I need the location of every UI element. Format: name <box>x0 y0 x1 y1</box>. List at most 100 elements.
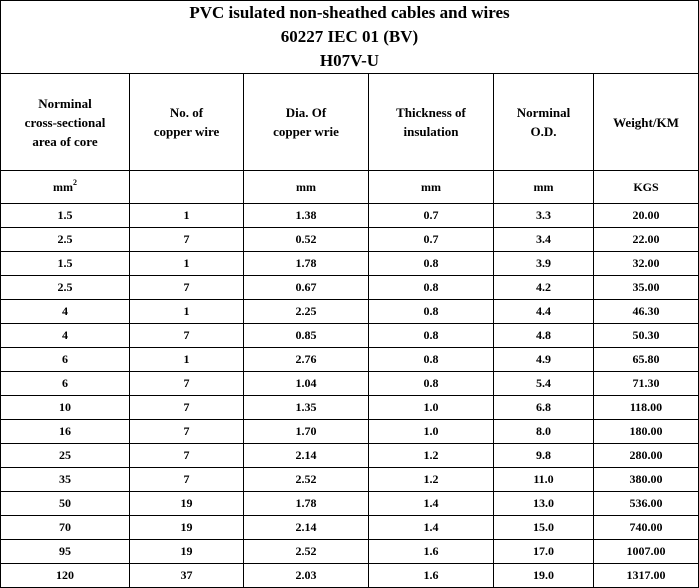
cell-wire-diameter: 0.85 <box>243 323 369 348</box>
cell-wire-diameter: 1.78 <box>243 251 369 276</box>
cell-weight: 380.00 <box>593 467 699 492</box>
cell-insulation-thickness: 1.6 <box>368 563 494 588</box>
cell-insulation-thickness: 0.8 <box>368 371 494 396</box>
cell-weight: 65.80 <box>593 347 699 372</box>
cell-wire-diameter: 1.78 <box>243 491 369 516</box>
header-copper-wire-count-line-1: No. of <box>169 105 204 120</box>
cell-outer-diameter: 3.4 <box>493 227 594 252</box>
cell-wire-diameter: 2.52 <box>243 539 369 564</box>
cell-insulation-thickness: 1.0 <box>368 395 494 420</box>
cell-outer-diameter: 3.9 <box>493 251 594 276</box>
title-line-1: PVC isulated non-sheathed cables and wir… <box>189 3 510 22</box>
table-row: 6 7 1.04 0.8 5.4 71.30 <box>0 371 699 396</box>
cell-copper-wire-count: 1 <box>129 203 244 228</box>
cell-copper-wire-count: 7 <box>129 323 244 348</box>
unit-wire-diameter: mm <box>243 170 369 204</box>
cell-copper-wire-count: 19 <box>129 491 244 516</box>
cell-weight: 280.00 <box>593 443 699 468</box>
cell-outer-diameter: 8.0 <box>493 419 594 444</box>
table-row: 35 7 2.52 1.2 11.0 380.00 <box>0 467 699 492</box>
cell-weight: 32.00 <box>593 251 699 276</box>
cell-wire-diameter: 0.67 <box>243 275 369 300</box>
cell-weight: 536.00 <box>593 491 699 516</box>
header-wire-diameter: Dia. Of copper wrie <box>243 73 369 171</box>
cell-cross-section: 70 <box>0 515 130 540</box>
table-row: 95 19 2.52 1.6 17.0 1007.00 <box>0 539 699 564</box>
cell-cross-section: 10 <box>0 395 130 420</box>
header-copper-wire-count: No. of copper wire <box>129 73 244 171</box>
title-row: PVC isulated non-sheathed cables and wir… <box>0 0 699 74</box>
cell-wire-diameter: 0.52 <box>243 227 369 252</box>
header-outer-diameter-line-1: Norminal <box>516 105 571 120</box>
cell-outer-diameter: 6.8 <box>493 395 594 420</box>
cell-outer-diameter: 4.2 <box>493 275 594 300</box>
cell-insulation-thickness: 1.2 <box>368 467 494 492</box>
table-row: 2.5 7 0.52 0.7 3.4 22.00 <box>0 227 699 252</box>
cell-wire-diameter: 1.04 <box>243 371 369 396</box>
table-row: 16 7 1.70 1.0 8.0 180.00 <box>0 419 699 444</box>
cell-cross-section: 16 <box>0 419 130 444</box>
cell-copper-wire-count: 19 <box>129 515 244 540</box>
cell-cross-section: 6 <box>0 371 130 396</box>
cell-weight: 1317.00 <box>593 563 699 588</box>
cell-insulation-thickness: 1.4 <box>368 515 494 540</box>
unit-weight: KGS <box>593 170 699 204</box>
unit-mm-base: mm <box>53 179 73 194</box>
cell-cross-section: 4 <box>0 323 130 348</box>
cell-weight: 118.00 <box>593 395 699 420</box>
cell-weight: 1007.00 <box>593 539 699 564</box>
table-title: PVC isulated non-sheathed cables and wir… <box>0 0 699 74</box>
cell-copper-wire-count: 7 <box>129 371 244 396</box>
table-row: 10 7 1.35 1.0 6.8 118.00 <box>0 395 699 420</box>
cell-insulation-thickness: 0.8 <box>368 299 494 324</box>
cell-copper-wire-count: 7 <box>129 275 244 300</box>
cell-insulation-thickness: 0.7 <box>368 227 494 252</box>
header-cross-section: Norminal cross-sectional area of core <box>0 73 130 171</box>
header-wire-diameter-line-1: Dia. Of <box>285 105 327 120</box>
unit-exponent: 2 <box>73 177 77 187</box>
cell-copper-wire-count: 7 <box>129 395 244 420</box>
cell-cross-section: 2.5 <box>0 227 130 252</box>
cell-outer-diameter: 4.8 <box>493 323 594 348</box>
header-insulation-thickness: Thickness of insulation <box>368 73 494 171</box>
header-weight-line-1: Weight/KM <box>613 114 679 130</box>
cell-outer-diameter: 4.9 <box>493 347 594 372</box>
unit-row: mm2 mm mm mm KGS <box>0 170 699 204</box>
cell-cross-section: 50 <box>0 491 130 516</box>
header-outer-diameter-line-2: O.D. <box>530 124 557 139</box>
cell-cross-section: 95 <box>0 539 130 564</box>
cell-outer-diameter: 4.4 <box>493 299 594 324</box>
cell-wire-diameter: 2.76 <box>243 347 369 372</box>
cell-wire-diameter: 2.52 <box>243 467 369 492</box>
cell-wire-diameter: 2.03 <box>243 563 369 588</box>
cell-cross-section: 6 <box>0 347 130 372</box>
cell-insulation-thickness: 1.2 <box>368 443 494 468</box>
cell-insulation-thickness: 0.7 <box>368 203 494 228</box>
cell-cross-section: 2.5 <box>0 275 130 300</box>
cell-weight: 71.30 <box>593 371 699 396</box>
cell-outer-diameter: 11.0 <box>493 467 594 492</box>
table-row: 25 7 2.14 1.2 9.8 280.00 <box>0 443 699 468</box>
cell-weight: 180.00 <box>593 419 699 444</box>
cell-copper-wire-count: 1 <box>129 299 244 324</box>
cell-wire-diameter: 2.14 <box>243 443 369 468</box>
cell-outer-diameter: 13.0 <box>493 491 594 516</box>
cell-wire-diameter: 2.25 <box>243 299 369 324</box>
cell-copper-wire-count: 1 <box>129 347 244 372</box>
header-cross-section-line-2: cross-sectional <box>24 114 106 130</box>
table-row: 1.5 1 1.78 0.8 3.9 32.00 <box>0 251 699 276</box>
header-insulation-thickness-line-1: Thickness of <box>396 105 466 120</box>
header-copper-wire-count-line-2: copper wire <box>153 124 220 139</box>
header-cross-section-line-1: Norminal <box>38 95 92 111</box>
cell-copper-wire-count: 7 <box>129 227 244 252</box>
cell-weight: 20.00 <box>593 203 699 228</box>
cell-outer-diameter: 15.0 <box>493 515 594 540</box>
cell-outer-diameter: 3.3 <box>493 203 594 228</box>
cell-copper-wire-count: 7 <box>129 443 244 468</box>
unit-insulation-thickness: mm <box>368 170 494 204</box>
cell-outer-diameter: 19.0 <box>493 563 594 588</box>
cell-weight: 22.00 <box>593 227 699 252</box>
cell-insulation-thickness: 0.8 <box>368 323 494 348</box>
cell-outer-diameter: 9.8 <box>493 443 594 468</box>
